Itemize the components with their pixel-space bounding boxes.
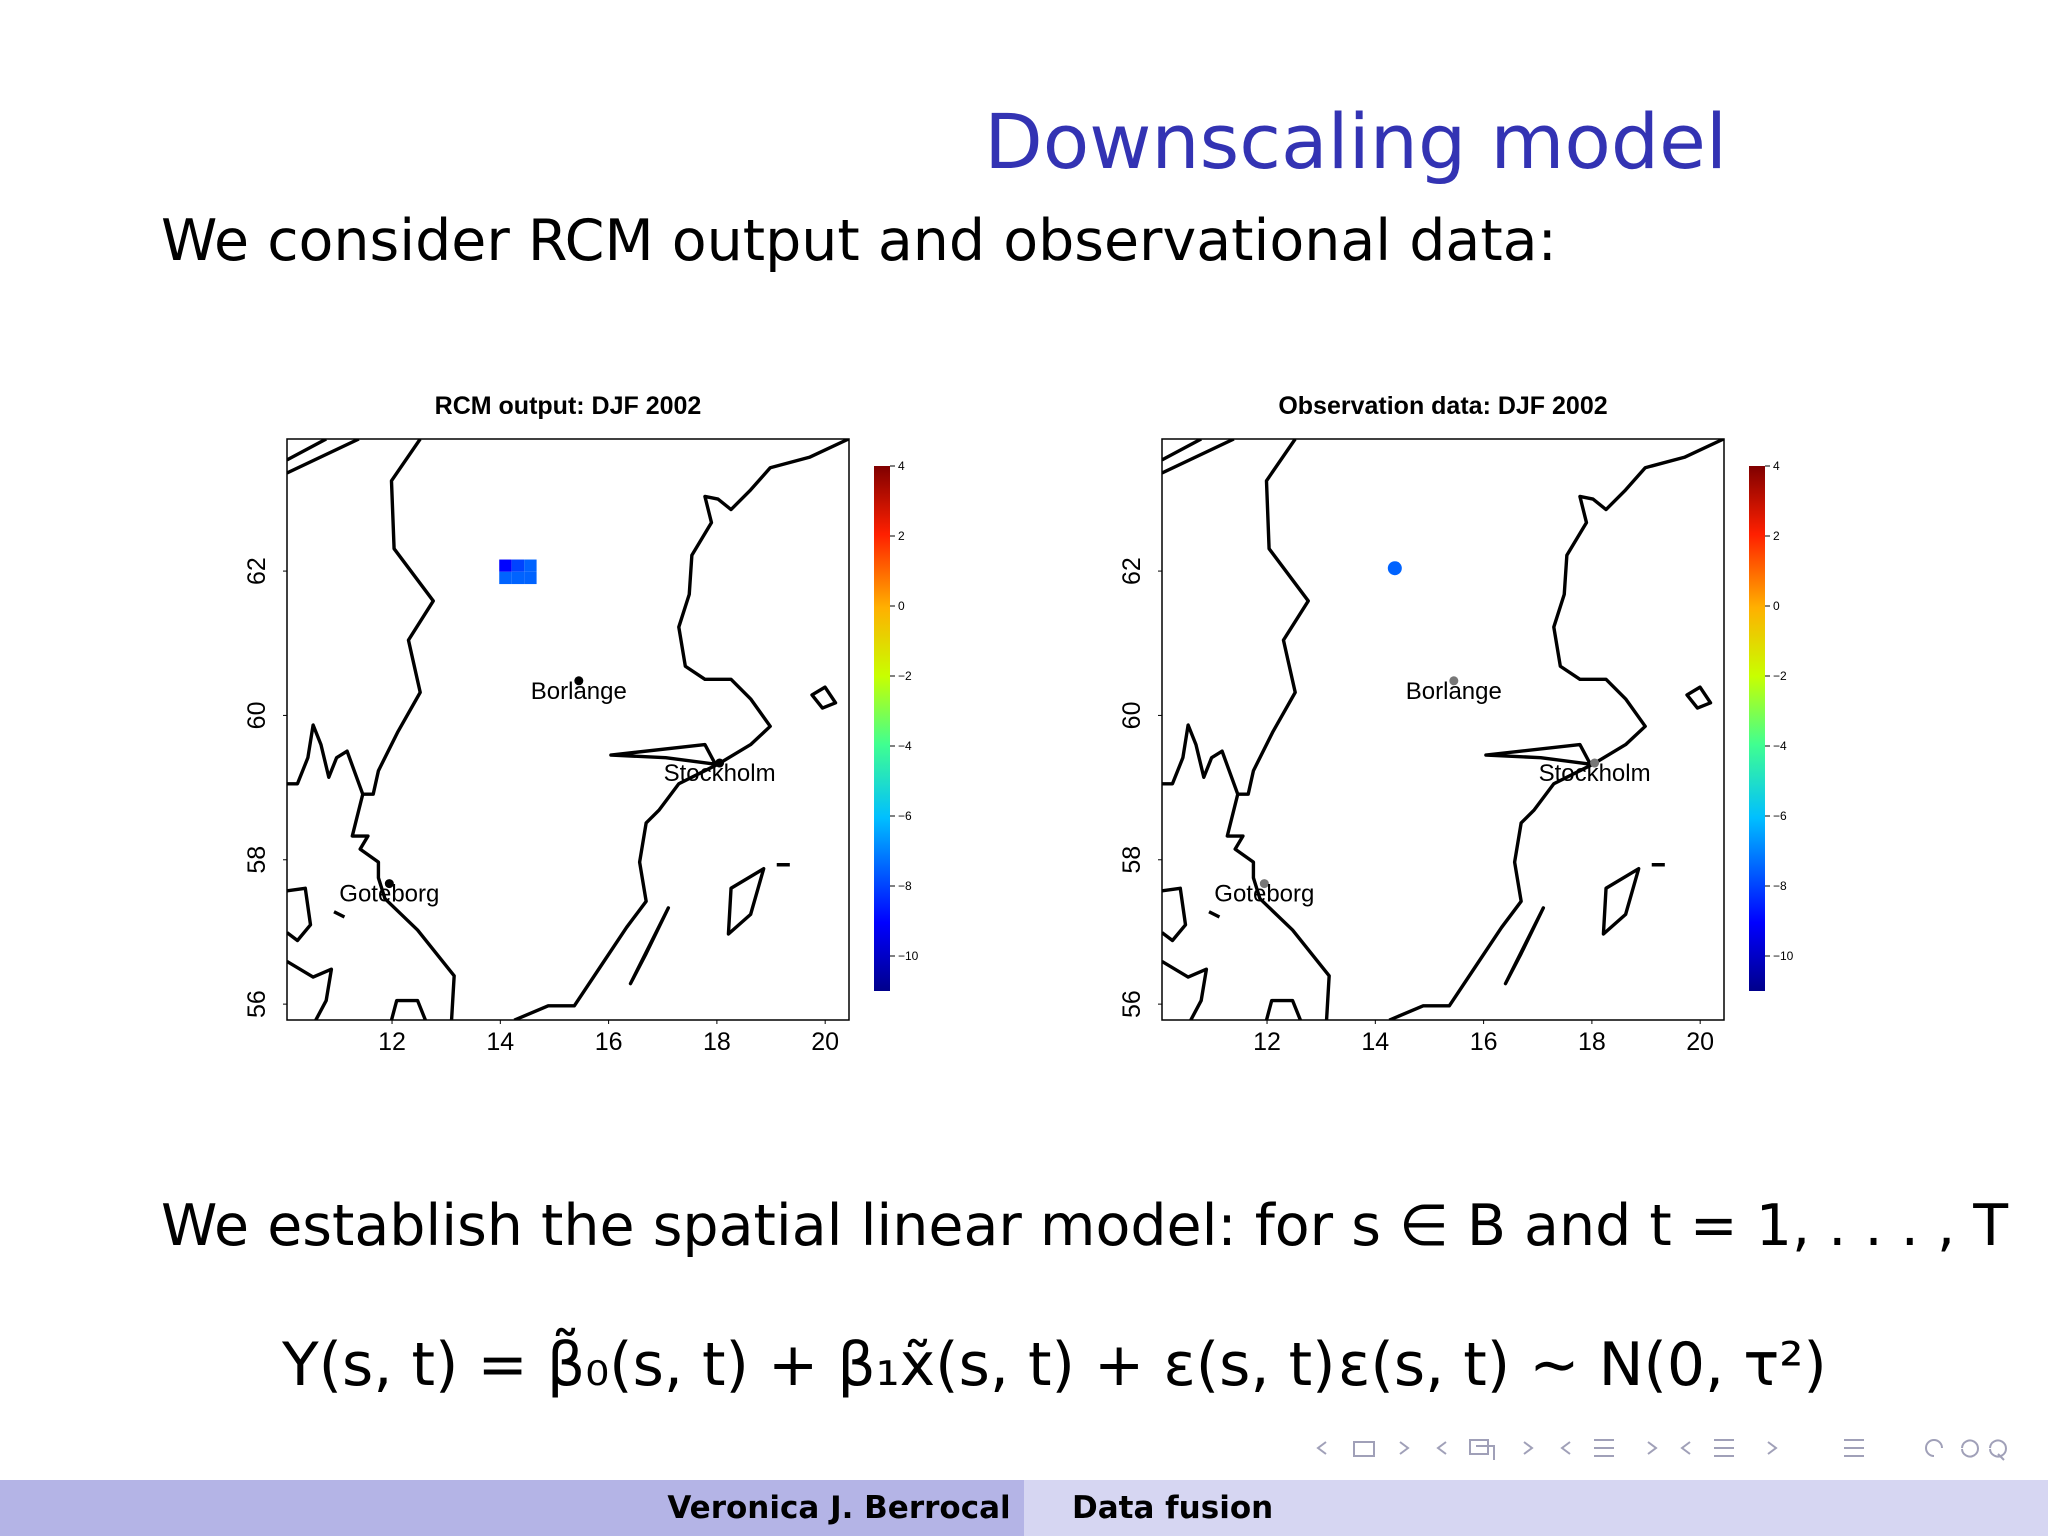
y-tick-label: 58 <box>1118 846 1146 874</box>
y-tick-label: 60 <box>243 702 271 730</box>
x-tick-label: 12 <box>378 1028 406 1056</box>
city-label: Borlange <box>531 678 627 705</box>
x-tick-label: 20 <box>811 1028 839 1056</box>
colorbar-label: 2 <box>1773 529 1780 543</box>
city-label: Borlange <box>1406 678 1502 705</box>
colorbar-label: −10 <box>1773 949 1794 963</box>
city-label: Stockholm <box>664 760 776 787</box>
city-dot <box>574 676 584 686</box>
y-tick-label: 62 <box>1118 557 1146 585</box>
map-panel: RCM output: DJF 2002 Borlange Stockholm Got… <box>243 392 919 1056</box>
x-tick-label: 12 <box>1253 1028 1281 1056</box>
map-title: Observation data: DJF 2002 <box>1278 392 1607 420</box>
city-dot <box>715 758 725 768</box>
colorbar-label: −10 <box>898 949 919 963</box>
city-dot <box>1449 676 1459 686</box>
plot-content: Borlange Stockholm Goteborg <box>287 439 849 1020</box>
model-text: We establish the spatial linear model: f… <box>161 1193 2008 1259</box>
grid-cell <box>524 571 537 585</box>
colorbar-label: −4 <box>898 739 912 753</box>
colorbar-label: 0 <box>898 599 905 613</box>
intro-text: We consider RCM output and observational… <box>161 208 1557 274</box>
x-tick-label: 18 <box>703 1028 731 1056</box>
colorbar-label: −6 <box>1773 809 1787 823</box>
equation: Y(s, t) = β̃₀(s, t) + β₁x̃(s, t) + ε(s, … <box>281 1327 1336 1400</box>
map-panel: Observation data: DJF 2002 Borlange Stockh… <box>1118 392 1794 1056</box>
colorbar-label: −4 <box>1773 739 1787 753</box>
station-point <box>1387 561 1402 576</box>
grid-cell <box>511 559 525 572</box>
city-dot <box>384 879 394 889</box>
colorbar-label: 4 <box>1773 459 1780 473</box>
nav-icons <box>1316 1439 2007 1461</box>
footer-title: Data fusion <box>1072 1490 1273 1526</box>
colorbar-label: −8 <box>898 879 912 893</box>
colorbar-label: 0 <box>1773 599 1780 613</box>
slide-title: Downscaling model <box>984 97 1727 186</box>
colorbar-label: −6 <box>898 809 912 823</box>
footer-author: Veronica J. Berrocal <box>667 1490 1010 1526</box>
x-tick-label: 14 <box>1361 1028 1389 1056</box>
y-tick-label: 56 <box>243 990 271 1018</box>
x-tick-label: 20 <box>1686 1028 1714 1056</box>
x-tick-label: 16 <box>595 1028 623 1056</box>
distribution: ε(s, t) ∼ N(0, τ²) <box>1338 1330 1827 1400</box>
plot-area <box>286 438 850 1021</box>
y-tick-label: 62 <box>243 557 271 585</box>
colorbar-label: −8 <box>1773 879 1787 893</box>
footer-left <box>0 1480 1024 1536</box>
y-tick-label: 60 <box>1118 702 1146 730</box>
colorbar-label: 2 <box>898 529 905 543</box>
grid-cell <box>511 571 525 585</box>
plot-content: Borlange Stockholm Goteborg <box>1162 439 1724 1020</box>
grid-cell <box>499 559 512 572</box>
y-tick-label: 58 <box>243 846 271 874</box>
x-tick-label: 18 <box>1578 1028 1606 1056</box>
grid-cell <box>524 559 537 572</box>
plot-area <box>1161 438 1725 1021</box>
x-tick-label: 16 <box>1470 1028 1498 1056</box>
colorbar <box>1749 466 1765 991</box>
city-label: Goteborg <box>1214 881 1314 908</box>
city-dot <box>1590 758 1600 768</box>
colorbar-label: 4 <box>898 459 905 473</box>
grid-cell <box>499 571 512 585</box>
city-label: Goteborg <box>339 881 439 908</box>
footer-right <box>1024 1480 2048 1536</box>
y-tick-label: 56 <box>1118 990 1146 1018</box>
colorbar-label: −2 <box>898 669 912 683</box>
maps: RCM output: DJF 2002 Borlange Stockholm Got… <box>243 392 1794 1056</box>
map-title: RCM output: DJF 2002 <box>435 392 702 420</box>
colorbar-label: −2 <box>1773 669 1787 683</box>
city-label: Stockholm <box>1539 760 1651 787</box>
colorbar <box>874 466 890 991</box>
city-dot <box>1259 879 1269 889</box>
x-tick-label: 14 <box>486 1028 514 1056</box>
